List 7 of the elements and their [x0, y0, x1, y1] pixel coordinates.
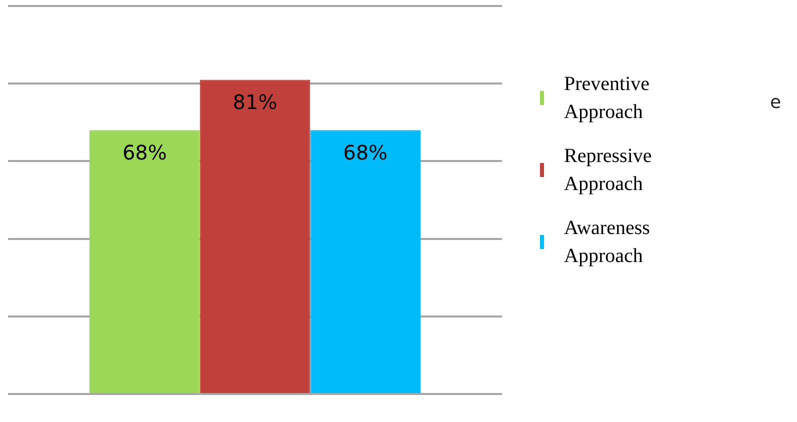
data-label: 68%: [122, 140, 167, 164]
legend-label: Awareness Approach: [564, 216, 651, 269]
text: e: [770, 92, 782, 113]
data-label: 81%: [232, 90, 278, 114]
data-label: 68%: [343, 140, 388, 164]
legend-label: Preventive Approach: [564, 72, 651, 125]
legend-label: Repressive Approach: [564, 144, 653, 197]
